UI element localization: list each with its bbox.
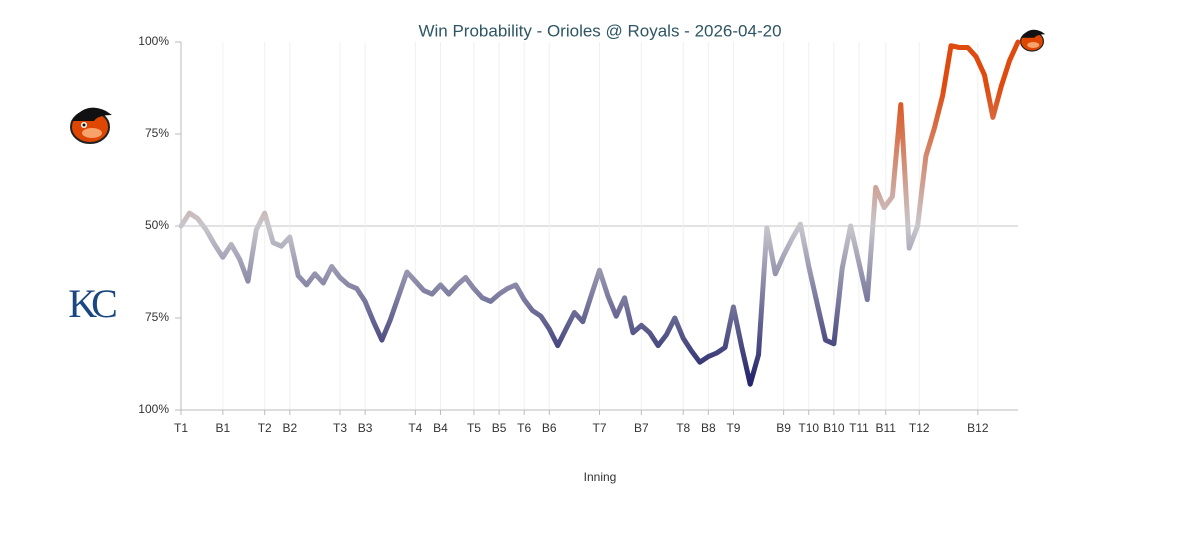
y-tick-label: 50%: [145, 218, 169, 232]
x-tick-label: T1: [174, 421, 188, 435]
x-tick-label: B8: [701, 421, 716, 435]
x-tick-label: T10: [798, 421, 819, 435]
x-tick-label: T5: [467, 421, 481, 435]
x-tick-label: B9: [776, 421, 791, 435]
x-tick-label: B6: [542, 421, 557, 435]
chart-title: Win Probability - Orioles @ Royals - 202…: [418, 21, 781, 40]
x-axis-label: Inning: [584, 470, 617, 484]
win-probability-line: [178, 39, 1021, 387]
y-tick-label: 75%: [145, 310, 169, 324]
x-tick-label: T9: [726, 421, 740, 435]
x-tick-label: T6: [517, 421, 531, 435]
x-tick-label: B10: [823, 421, 845, 435]
y-tick-label: 100%: [138, 402, 169, 416]
x-tick-label: B11: [876, 421, 897, 435]
orioles-logo: [70, 107, 112, 144]
x-tick-label: B12: [967, 421, 989, 435]
y-tick-label: 100%: [138, 34, 169, 48]
orioles-logo-end: [1019, 29, 1046, 52]
x-tick-label: T4: [408, 421, 422, 435]
series: [178, 39, 1021, 387]
royals-logo: KC: [68, 281, 116, 326]
x-tick-label: B3: [358, 421, 373, 435]
x-tick-label: T12: [909, 421, 930, 435]
y-tick-label: 75%: [145, 126, 169, 140]
x-tick-label: B5: [492, 421, 507, 435]
x-tick-label: B4: [433, 421, 448, 435]
x-tick-label: T3: [333, 421, 347, 435]
x-tick-label: B7: [634, 421, 649, 435]
x-tick-label: T2: [258, 421, 272, 435]
x-tick-label: T8: [676, 421, 690, 435]
x-tick-label: T7: [592, 421, 606, 435]
x-tick-label: B1: [216, 421, 231, 435]
grid: [175, 41, 1018, 415]
x-tick-label: B2: [282, 421, 297, 435]
x-tick-label: T11: [849, 421, 869, 435]
